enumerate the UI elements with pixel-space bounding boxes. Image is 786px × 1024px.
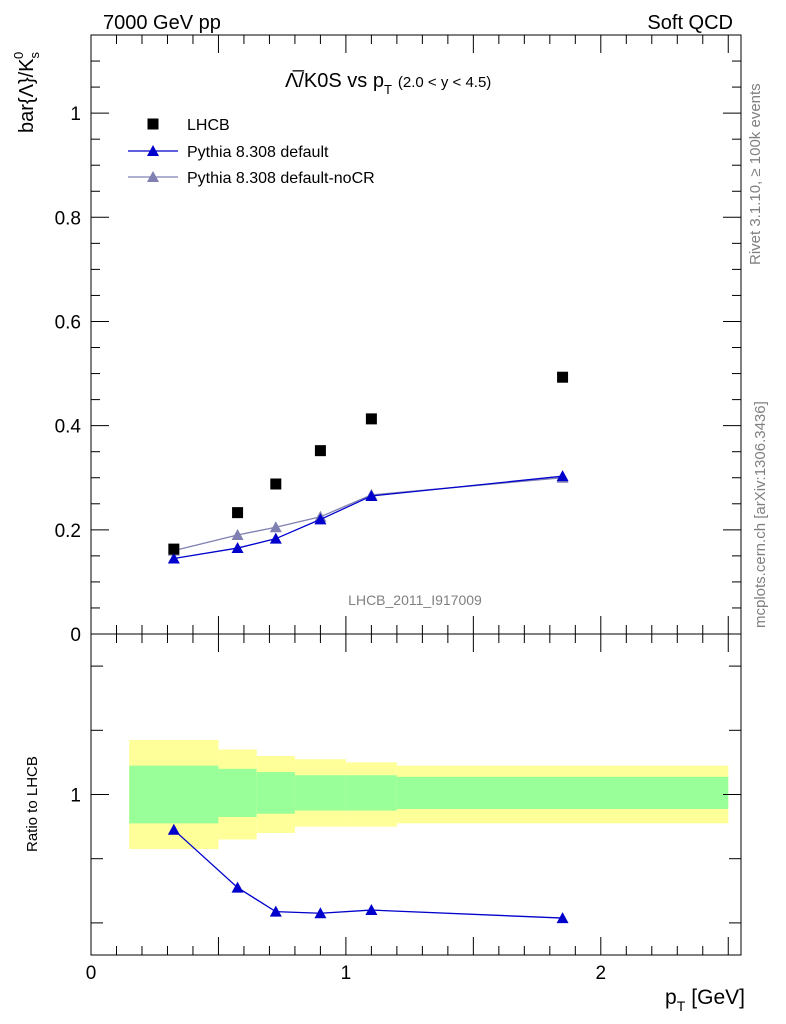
ratio-uncertainty-bands <box>129 739 729 850</box>
ratio-panel-axes: 0 1 2 1 <box>70 633 742 984</box>
band-inner-4 <box>345 775 397 811</box>
data-point-lhcb <box>232 507 244 519</box>
band-inner-0 <box>129 765 219 824</box>
main-ylabel-sup: 0 <box>11 52 26 59</box>
ratio-point-default <box>365 904 378 916</box>
main-ytick-label: 0.2 <box>55 521 81 542</box>
data-point-lhcb <box>270 478 282 490</box>
series-point-default <box>167 552 180 564</box>
xlabel-p: p <box>665 986 677 1009</box>
ratio-panel-series <box>167 823 569 924</box>
legend: LHCB Pythia 8.308 default Pythia 8.308 def… <box>128 117 375 187</box>
mcplots-label: mcplots.cern.ch [arXiv:1306.3436] <box>752 401 769 628</box>
xtick-label: 0 <box>86 963 97 984</box>
data-point-lhcb <box>365 413 377 425</box>
band-inner-3 <box>294 775 346 811</box>
main-ytick-label: 0 <box>70 625 81 646</box>
main-ytick-label: 0.6 <box>55 312 81 333</box>
main-panel-axes: 0 0.2 0.4 0.6 0.8 1 <box>55 34 742 646</box>
data-point-lhcb <box>557 371 569 383</box>
main-ylabel: bar{Λ}/Ks0 <box>11 51 42 133</box>
main-ytick-label: 0.4 <box>55 417 82 438</box>
band-inner-5 <box>396 776 729 809</box>
data-point-lhcb <box>168 543 180 555</box>
data-point-lhcb <box>314 445 326 457</box>
xtick-label: 1 <box>341 963 352 984</box>
legend-label: Pythia 8.308 default <box>187 144 329 161</box>
ratio-ylabel: Ratio to LHCB <box>24 756 41 852</box>
band-inner-2 <box>256 772 295 814</box>
title-range: (2.0 < y < 4.5) <box>398 74 491 91</box>
legend-label: LHCB <box>187 117 230 134</box>
xlabel-sub: T <box>677 998 686 1014</box>
legend-marker-default <box>147 145 159 156</box>
ratio-point-default <box>269 905 282 917</box>
ratio-point-default <box>167 823 180 835</box>
xtick-label: 2 <box>596 963 607 984</box>
ratio-point-default <box>556 912 569 924</box>
series-point-default <box>365 489 378 501</box>
ratio-line-default <box>173 829 563 919</box>
series-point-default <box>269 532 282 544</box>
main-ylabel-sub: s <box>27 51 42 58</box>
x-axis-label: pT [GeV] <box>665 986 745 1014</box>
header-left: 7000 GeV pp <box>103 12 221 34</box>
main-ylabel-text: bar{Λ}/K <box>16 58 38 133</box>
ratio-ytick-label: 1 <box>70 786 81 807</box>
series-line-default <box>173 475 563 560</box>
analysis-watermark: LHCB_2011_I917009 <box>348 592 482 608</box>
ratio-point-default <box>231 881 244 893</box>
band-inner-1 <box>218 768 257 817</box>
main-ytick-label: 0.8 <box>55 208 81 229</box>
main-ytick-label: 1 <box>70 104 81 125</box>
main-panel-series <box>167 371 569 564</box>
xlabel-unit: [GeV] <box>691 986 745 1009</box>
header-right: Soft QCD <box>647 12 733 34</box>
ratio-point-default <box>314 907 327 919</box>
title-sub: T <box>384 82 392 97</box>
series-point-default <box>556 470 569 482</box>
legend-label: Pythia 8.308 default-noCR <box>187 170 375 187</box>
rivet-label: Rivet 3.1.10, ≥ 100k events <box>747 83 764 265</box>
legend-marker-nocr <box>147 171 159 182</box>
legend-marker-lhcb <box>147 118 159 130</box>
title-main: Λ̅/K0S vs p <box>285 69 384 92</box>
plot-title: Λ̅/K0S vs pT (2.0 < y < 4.5) <box>285 69 491 97</box>
series-point-nocr <box>269 521 282 533</box>
series-point-default <box>231 542 244 554</box>
series-point-default <box>314 513 327 525</box>
series-point-nocr <box>231 529 244 541</box>
